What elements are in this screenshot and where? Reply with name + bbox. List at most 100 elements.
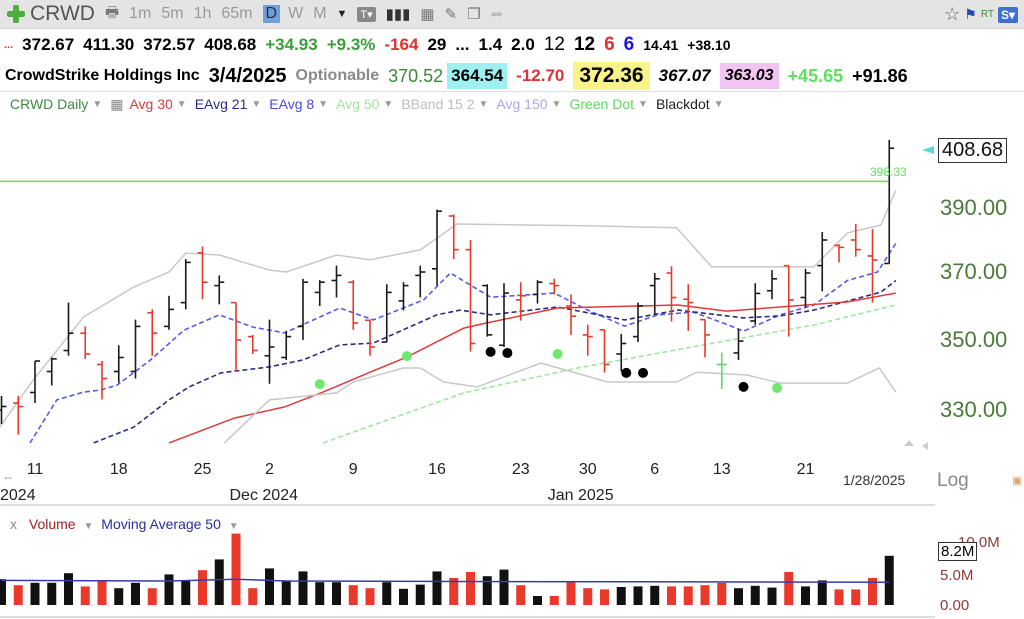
scroll-arrows-icon[interactable]: ⇔	[2, 470, 14, 484]
y-tick-label: 350.00	[940, 327, 1008, 352]
volume-bar	[449, 578, 459, 605]
volume-tick-label: 5.0M	[940, 567, 974, 584]
legend-item[interactable]: Avg 30	[129, 96, 173, 112]
rt-label[interactable]: RT	[980, 9, 994, 20]
close-price: 408.68	[204, 35, 257, 54]
chevron-down-icon[interactable]: ▼	[176, 98, 187, 110]
volume-bar	[114, 588, 124, 605]
print-icon[interactable]: 🖶	[104, 3, 120, 21]
last-volume-label: 8.2M	[938, 542, 978, 561]
price-chart[interactable]: 11 18 25 2 9 16 23 30 6 13 21 2024 Dec 2024 Jan 2025	[0, 115, 1024, 619]
panel-icon[interactable]: ▣	[1012, 475, 1023, 487]
chevron-down-icon[interactable]: ▼	[83, 521, 94, 532]
chevron-down-icon[interactable]: ▼	[713, 98, 724, 110]
log-scale-toggle[interactable]: Log	[937, 470, 969, 491]
volume-legend: x Volume ▼ Moving Average 50 ▼	[10, 516, 239, 532]
add-icon[interactable]	[6, 4, 26, 24]
interval-weekly[interactable]: W	[288, 5, 304, 22]
volume-bar	[298, 571, 308, 605]
volume-bar	[499, 569, 509, 605]
interval-65m[interactable]: 65m	[221, 5, 253, 22]
dropdown-icon[interactable]: ▼	[336, 8, 348, 20]
volume-bar	[382, 582, 392, 605]
volume-bar	[633, 586, 643, 605]
interval-1h[interactable]: 1h	[193, 5, 212, 22]
price-bar	[683, 284, 694, 331]
price-bar	[767, 270, 777, 300]
quote-value-1: -164	[384, 35, 419, 54]
price-bar	[30, 360, 40, 403]
price-bar	[398, 282, 409, 311]
price-bar	[46, 357, 57, 386]
share-icon[interactable]: ➦	[490, 6, 504, 23]
price-bar	[716, 352, 727, 389]
x-tick-label: 9	[349, 461, 358, 478]
legend-item[interactable]: CRWD Daily	[10, 96, 89, 112]
volume-ma-label[interactable]: Moving Average 50	[101, 516, 221, 532]
legend-item[interactable]: EAvg 8	[269, 96, 315, 112]
legend-item[interactable]: Green Dot	[569, 96, 635, 112]
table-icon[interactable]: ▦	[420, 6, 435, 23]
ticker-symbol[interactable]: CRWD	[30, 2, 95, 25]
price-bar	[700, 318, 710, 358]
chevron-down-icon[interactable]: ▼	[638, 98, 648, 110]
interval-1m[interactable]: 1m	[129, 5, 152, 22]
info-row: CrowdStrike Holdings Inc 3/4/2025 Option…	[0, 61, 1024, 92]
price-bar	[616, 333, 627, 372]
y-tick-label: 330.00	[940, 397, 1008, 422]
month-label: Dec 2024	[230, 487, 299, 504]
x-tick-label: 2	[265, 461, 274, 478]
flag-icon[interactable]: ⚑	[964, 6, 977, 22]
text-tool-icon[interactable]: T▾	[357, 6, 376, 22]
grid-icon[interactable]: ▦	[110, 95, 124, 112]
volume-bar	[64, 573, 73, 605]
quote-ellipsis[interactable]: ...	[4, 39, 14, 51]
chevron-down-icon[interactable]: ▼	[478, 98, 489, 110]
interval-5m[interactable]: 5m	[161, 5, 184, 22]
volume-bar	[13, 585, 23, 605]
chevron-down-icon[interactable]: ▼	[383, 98, 394, 110]
x-tick-label: 11	[27, 461, 44, 478]
series-line-bband-lower	[223, 362, 897, 444]
notes-icon[interactable]: ❐	[467, 6, 481, 23]
legend-item[interactable]: Blackdot	[655, 96, 710, 112]
price-bar	[884, 139, 895, 265]
interval-daily[interactable]: D	[262, 5, 281, 23]
volume-bar	[281, 580, 291, 605]
legend-item[interactable]: EAvg 21	[194, 96, 248, 112]
chevron-down-icon[interactable]: ▼	[551, 98, 562, 110]
green-dot	[401, 351, 412, 362]
green-dot	[772, 382, 783, 393]
chevron-down-icon[interactable]: ▼	[318, 98, 329, 110]
chevron-down-icon[interactable]: ▼	[251, 98, 262, 110]
quote-value-6: 12	[573, 34, 596, 55]
legend-item[interactable]: Avg 50	[336, 96, 380, 112]
price-bar	[817, 232, 828, 292]
chevron-down-icon[interactable]: ▼	[228, 521, 239, 532]
quote-value-8: 6	[623, 34, 635, 55]
black-dot	[502, 347, 513, 358]
scan-icon[interactable]: S▾	[997, 6, 1018, 23]
volume-bar	[700, 585, 710, 605]
bar-style-icon[interactable]: ▮▮▮	[385, 6, 411, 23]
price-bar	[566, 294, 576, 335]
legend-item[interactable]: BBand 15 2	[401, 96, 475, 112]
legend-item[interactable]: Avg 150	[496, 96, 548, 112]
chevron-down-icon[interactable]: ▼	[92, 98, 103, 110]
volume-ma-line	[1, 578, 890, 583]
x-tick-label: 16	[428, 461, 446, 478]
hline-label: 398.33	[870, 165, 907, 179]
x-tick-label: 25	[194, 461, 212, 478]
volume-label[interactable]: Volume	[28, 516, 76, 532]
price-bar	[147, 309, 158, 356]
price-bar	[113, 345, 124, 383]
close-volume-panel-icon[interactable]: x	[10, 516, 17, 532]
volume-bar	[734, 588, 743, 605]
price-bar	[13, 396, 24, 435]
pencil-icon[interactable]: ✎	[444, 6, 458, 23]
x-tick-label: 13	[713, 461, 731, 478]
series-line-avg-30	[168, 292, 897, 444]
interval-monthly[interactable]: M	[313, 5, 327, 22]
info-value-2: 364.54	[447, 63, 508, 89]
star-icon[interactable]: ☆	[944, 4, 961, 24]
